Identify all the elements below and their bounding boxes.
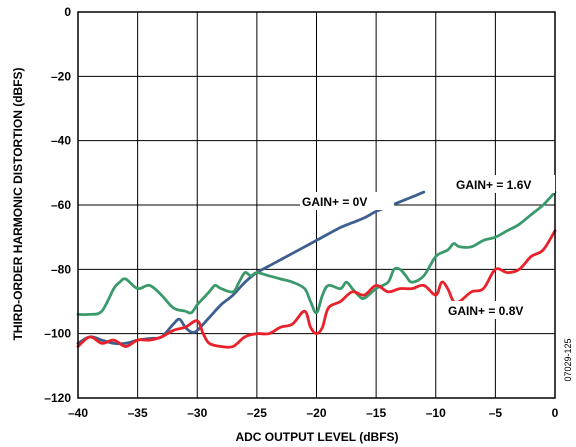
x-tick-labels: –40 –35 –30 –25 –20 –15 –10 –5 0	[68, 406, 559, 420]
plot-frame	[77, 11, 556, 399]
y-tick-label: –40	[51, 134, 71, 148]
x-tick-label: –35	[128, 406, 148, 420]
annotation-gain-0-8v: GAIN+ = 0.8V	[448, 304, 523, 318]
x-tick-label: –5	[489, 406, 503, 420]
series-line-gain-0-8v	[76, 229, 557, 349]
annotation-bg-gain-1-6v	[453, 175, 555, 193]
y-tick-labels: 0 –20 –40 –60 –80 –100 –120	[44, 5, 71, 405]
x-tick-label: –10	[426, 406, 446, 420]
x-tick-label: –20	[306, 406, 326, 420]
annotation-bg-gain-0v	[300, 192, 394, 210]
figure-id: 07029-125	[563, 338, 573, 381]
x-tick-label: –25	[247, 406, 267, 420]
annotation-bg-gain-0-8v	[445, 301, 549, 319]
annotation-gain-1-6v: GAIN+ = 1.6V	[456, 178, 531, 192]
x-axis-title: ADC OUTPUT LEVEL (dBFS)	[235, 430, 398, 444]
annotations: GAIN+ = 0V GAIN+ = 1.6V GAIN+ = 0.8V	[300, 175, 555, 319]
y-tick-label: 0	[64, 5, 71, 19]
x-tick-label: –40	[68, 406, 88, 420]
y-tick-label: –100	[44, 327, 71, 341]
series-line-gain-1-6v	[76, 190, 557, 317]
y-tick-label: –120	[44, 391, 71, 405]
annotation-gain-0v: GAIN+ = 0V	[302, 195, 367, 209]
series-layer	[76, 190, 557, 349]
y-tick-label: –60	[51, 198, 71, 212]
y-tick-label: –80	[51, 262, 71, 276]
y-axis-title: THIRD-ORDER HARMONIC DISTORTION (dBFS)	[11, 67, 25, 340]
x-tick-label: –30	[187, 406, 207, 420]
x-tick-label: 0	[552, 406, 559, 420]
series-line-gain-0v	[76, 190, 426, 346]
x-tick-label: –15	[366, 406, 386, 420]
y-tick-label: –20	[51, 69, 71, 83]
